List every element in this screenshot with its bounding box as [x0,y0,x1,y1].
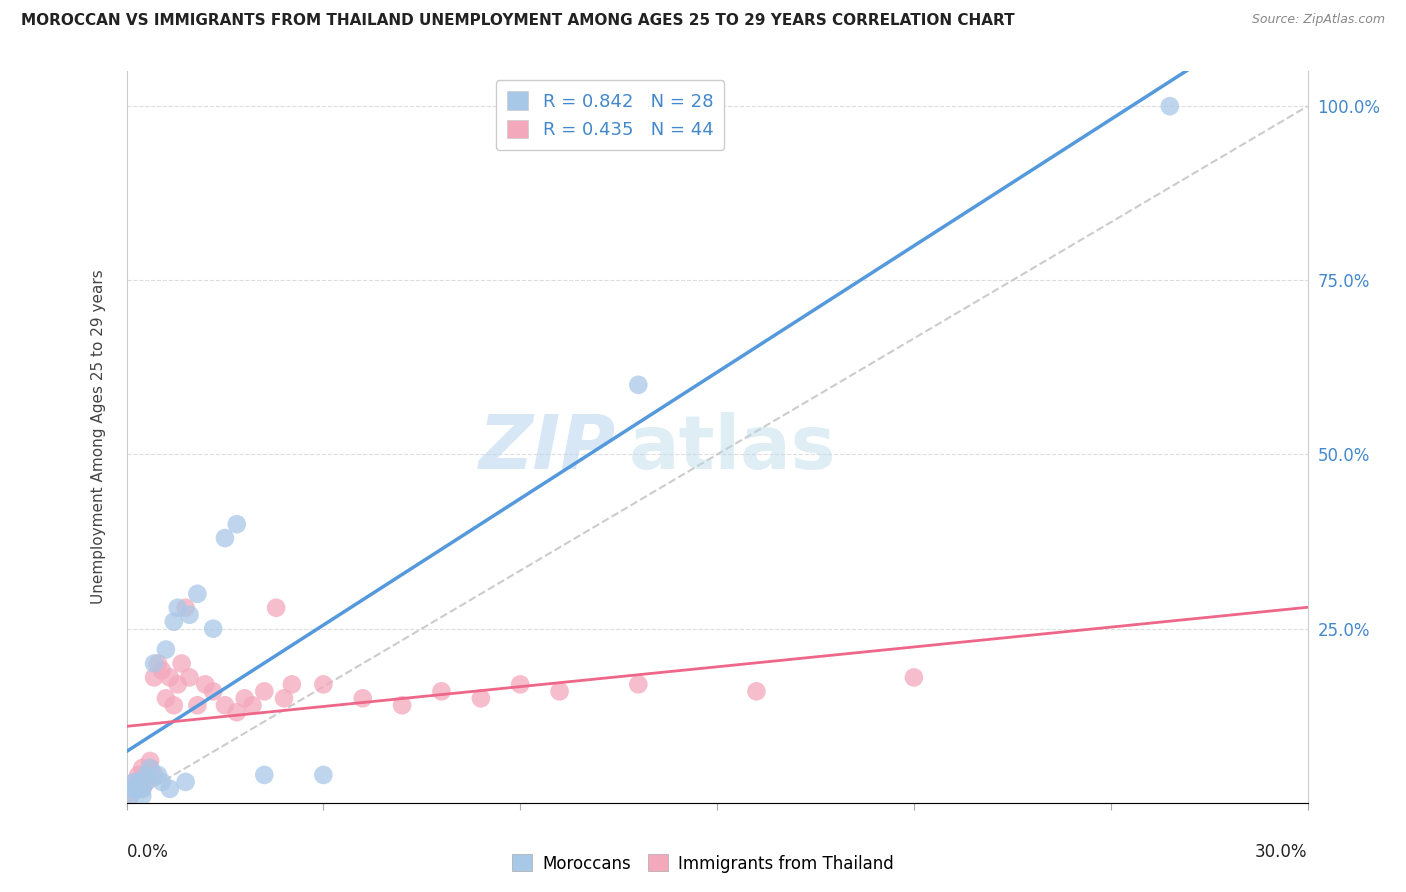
Text: 0.0%: 0.0% [127,843,169,861]
Point [253,684,276,698]
Point [174,775,197,789]
Point [627,377,650,392]
Text: 30.0%: 30.0% [1256,843,1308,861]
Point [163,698,186,713]
Point [225,705,247,719]
Point [159,670,181,684]
Point [194,677,217,691]
Point [124,775,146,789]
Point [242,698,264,713]
Point [124,781,146,796]
Point [120,789,142,803]
Point [166,600,188,615]
Point [143,657,166,671]
Point [548,684,571,698]
Point [135,775,157,789]
Point [146,657,169,671]
Point [159,781,181,796]
Point [179,670,201,684]
Point [166,677,188,691]
Point [131,781,153,796]
Point [170,657,193,671]
Point [143,670,166,684]
Point [1159,99,1181,113]
Point [281,677,304,691]
Point [470,691,492,706]
Point [124,775,146,789]
Point [127,775,149,789]
Point [202,684,225,698]
Point [135,768,157,782]
Point [745,684,768,698]
Point [131,789,153,803]
Point [155,642,177,657]
Point [174,600,197,615]
Point [214,531,236,545]
Text: atlas: atlas [628,411,835,484]
Point [233,691,256,706]
Point [186,698,208,713]
Point [352,691,374,706]
Point [139,754,162,768]
Point [273,691,295,706]
Point [135,768,157,782]
Point [131,761,153,775]
Point [135,775,157,789]
Legend: Moroccans, Immigrants from Thailand: Moroccans, Immigrants from Thailand [506,847,900,880]
Point [430,684,453,698]
Point [903,670,925,684]
Legend: R = 0.842   N = 28, R = 0.435   N = 44: R = 0.842 N = 28, R = 0.435 N = 44 [496,80,724,150]
Point [139,761,162,775]
Point [120,789,142,803]
Point [225,517,247,532]
Point [202,622,225,636]
Point [150,664,173,678]
Point [312,768,335,782]
Point [139,761,162,775]
Point [163,615,186,629]
Point [146,768,169,782]
Point [214,698,236,713]
Point [120,781,142,796]
Point [179,607,201,622]
Point [155,691,177,706]
Point [127,768,149,782]
Point [391,698,413,713]
Point [253,768,276,782]
Point [264,600,287,615]
Text: Source: ZipAtlas.com: Source: ZipAtlas.com [1251,13,1385,27]
Point [127,775,149,789]
Point [150,775,173,789]
Point [312,677,335,691]
Text: ZIP: ZIP [479,411,617,484]
Point [509,677,531,691]
Point [143,768,166,782]
Point [131,781,153,796]
Point [120,781,142,796]
Point [186,587,208,601]
Y-axis label: Unemployment Among Ages 25 to 29 years: Unemployment Among Ages 25 to 29 years [91,269,105,605]
Point [627,677,650,691]
Point [124,781,146,796]
Text: MOROCCAN VS IMMIGRANTS FROM THAILAND UNEMPLOYMENT AMONG AGES 25 TO 29 YEARS CORR: MOROCCAN VS IMMIGRANTS FROM THAILAND UNE… [21,13,1015,29]
Point [127,781,149,796]
